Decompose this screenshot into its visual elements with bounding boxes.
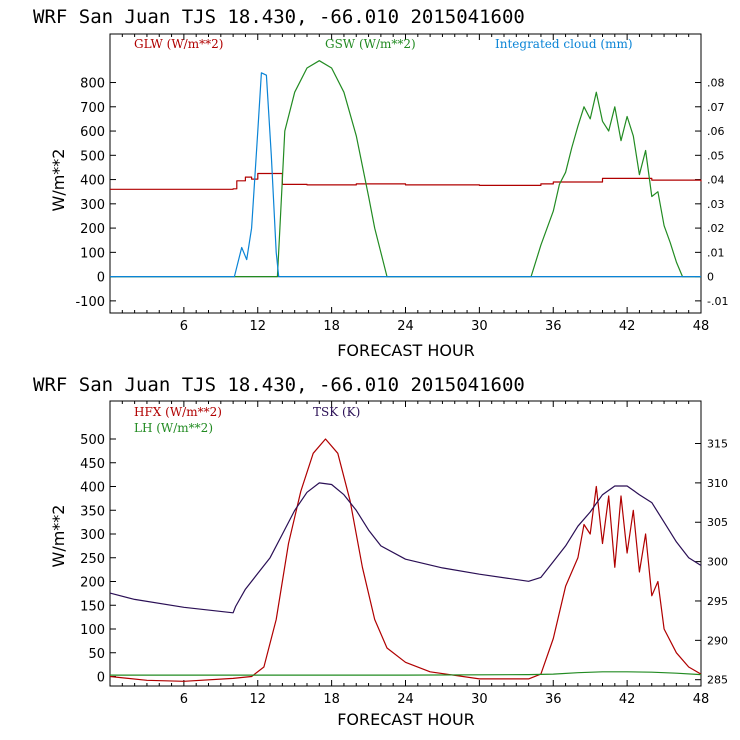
y-tick-label: 200 [80, 576, 105, 591]
y-tick-label: 100 [80, 623, 105, 638]
y-tick-label: 350 [80, 504, 105, 519]
x-tick-label: 12 [249, 692, 266, 707]
x-tick-label: 24 [397, 319, 414, 334]
x-tick-label: 48 [693, 319, 710, 334]
y2-tick-label: .04 [707, 174, 725, 187]
series-line-glw [110, 172, 702, 190]
y2-tick-label: .08 [707, 77, 725, 90]
x-tick-label: 24 [397, 692, 414, 707]
y-tick-label: 300 [80, 198, 105, 213]
x-tick-label: 30 [471, 692, 488, 707]
y2-tick-label: .03 [707, 198, 725, 211]
y-tick-label: 700 [80, 101, 105, 116]
y-tick-label: 250 [80, 552, 105, 567]
x-tick-label: 6 [180, 692, 188, 707]
legend-lh: LH (W/m**2) [134, 421, 213, 435]
y-tick-label: 500 [80, 433, 105, 448]
chart-title-bottom: WRF San Juan TJS 18.430, -66.010 2015041… [33, 374, 525, 396]
legend-tsk: TSK (K) [313, 405, 360, 419]
x-tick-label: 36 [545, 319, 562, 334]
top-chart-panel: 6 12 18 24 30 36 42 48 -100 0 100 200 300 400 500 600 70… [75, 33, 728, 334]
series-line-tsk [109, 482, 702, 614]
y2-tick-label: 290 [707, 634, 728, 647]
y2-tick-label: 0 [707, 271, 714, 284]
legend-hfx: HFX (W/m**2) [134, 405, 222, 419]
chart-title-top: WRF San Juan TJS 18.430, -66.010 2015041… [33, 6, 525, 28]
y-tick-label: 0 [97, 671, 105, 686]
legend-glw: GLW (W/m**2) [134, 37, 223, 51]
y-tick-label: 150 [80, 599, 105, 614]
x-tick-label: 42 [619, 319, 636, 334]
y2-tick-label: .07 [707, 101, 725, 114]
x-tick-label: 36 [545, 692, 562, 707]
y2-tick-label: 295 [707, 595, 728, 608]
y-axis-label-top: W/m**2 [49, 149, 68, 212]
series-line-gsw [110, 60, 701, 278]
bottom-chart-panel: 6 12 18 24 30 36 42 48 0 50 100 150 200 250 300 350 400 4… [80, 400, 728, 707]
y2-tick-label: 310 [707, 477, 728, 490]
y2-tick-label: .02 [707, 222, 725, 235]
x-tick-label: 6 [180, 319, 188, 334]
y-tick-label: 0 [97, 271, 105, 286]
y-tick-label: 100 [80, 246, 105, 261]
y-tick-label: 600 [80, 125, 105, 140]
x-axis-label-top: FORECAST HOUR [337, 341, 475, 360]
y-tick-label: 500 [80, 149, 105, 164]
x-tick-label: 48 [693, 692, 710, 707]
y-tick-label: 800 [80, 77, 105, 92]
series-line-integrated [110, 72, 701, 278]
legend-gsw: GSW (W/m**2) [325, 37, 416, 51]
y2-tick-label: 300 [707, 556, 728, 569]
x-axis-label-bottom: FORECAST HOUR [337, 710, 475, 729]
y-tick-label: 200 [80, 222, 105, 237]
series-line-hfx [109, 438, 702, 682]
legend-integrated-cloud: Integrated cloud (mm) [495, 37, 633, 51]
y-tick-label: 50 [88, 647, 105, 662]
y2-tick-label: -.01 [707, 295, 728, 308]
x-tick-label: 42 [619, 692, 636, 707]
x-tick-label: 18 [323, 319, 340, 334]
y2-tick-label: 315 [707, 438, 728, 451]
y2-tick-label: 305 [707, 516, 728, 529]
x-tick-label: 30 [471, 319, 488, 334]
y2-tick-label: .06 [707, 125, 725, 138]
y2-tick-label: .01 [707, 246, 725, 259]
y2-tick-label: 285 [707, 674, 728, 687]
y-tick-label: 400 [80, 481, 105, 496]
y-tick-label: 300 [80, 528, 105, 543]
x-tick-label: 18 [323, 692, 340, 707]
series-line-lh [110, 671, 702, 676]
y2-tick-label: .05 [707, 149, 725, 162]
y-tick-label: 450 [80, 457, 105, 472]
top-plot-frame [109, 33, 702, 314]
y-axis-label-bottom: W/m**2 [49, 505, 68, 568]
y-tick-label: 400 [80, 174, 105, 189]
x-tick-label: 12 [249, 319, 266, 334]
y-tick-label: -100 [75, 295, 105, 310]
